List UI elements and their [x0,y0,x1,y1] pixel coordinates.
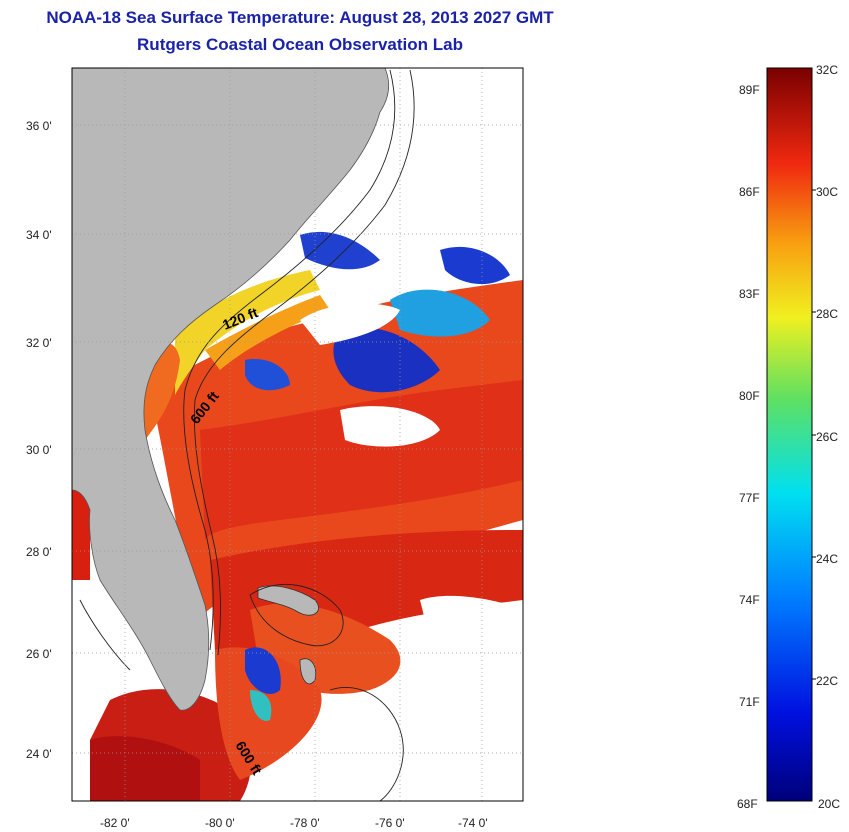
colorbar-c-label: 32C [816,63,838,77]
colorbar-f-label: 74F [739,593,760,607]
lat-tick-label: 32 0' [26,336,52,350]
lon-tick-label: -80 0' [205,816,235,830]
map-subtitle: Rutgers Coastal Ocean Observation Lab [137,35,463,54]
map-panel [72,68,523,801]
colorbar-c-label: 28C [816,307,838,321]
lon-tick-label: -74 0' [458,816,488,830]
colorbar-gradient [766,67,813,802]
bahamas-island [257,585,319,616]
map-title: NOAA-18 Sea Surface Temperature: August … [46,8,554,27]
depth-contours [79,69,415,801]
map-frame [71,67,524,802]
colorbar-f-label: 89F [739,83,760,97]
colorbar-f-label: 77F [739,491,760,505]
sst-field [72,231,523,801]
lat-tick-label: 30 0' [26,443,52,457]
lat-tick-label: 24 0' [26,747,52,761]
longitude-axis: -82 0' -80 0' -78 0' -76 0' -74 0' [100,816,488,830]
lon-tick-label: -76 0' [375,816,405,830]
colorbar-f-label: 68F [737,797,758,811]
land-mass [72,68,390,711]
lat-tick-label: 34 0' [26,228,52,242]
colorbar-f-label: 86F [739,185,760,199]
colorbar-c-label: 20C [818,797,840,811]
lon-tick-label: -78 0' [290,816,320,830]
colorbar-c-label: 26C [816,430,838,444]
lat-tick-label: 26 0' [26,647,52,661]
colorbar-f-label: 71F [739,695,760,709]
colorbar: 89F 86F 83F 80F 77F 74F 71F 68F 32C 30C … [737,63,840,811]
colorbar-c-label: 22C [816,674,838,688]
latitude-axis: 36 0' 34 0' 32 0' 30 0' 28 0' 26 0' 24 0… [26,119,52,761]
colorbar-f-label: 83F [739,287,760,301]
lat-tick-label: 36 0' [26,119,52,133]
colorbar-f-label: 80F [739,389,760,403]
lat-tick-label: 28 0' [26,545,52,559]
colorbar-c-label: 24C [816,552,838,566]
colorbar-c-label: 30C [816,185,838,199]
lon-tick-label: -82 0' [100,816,130,830]
